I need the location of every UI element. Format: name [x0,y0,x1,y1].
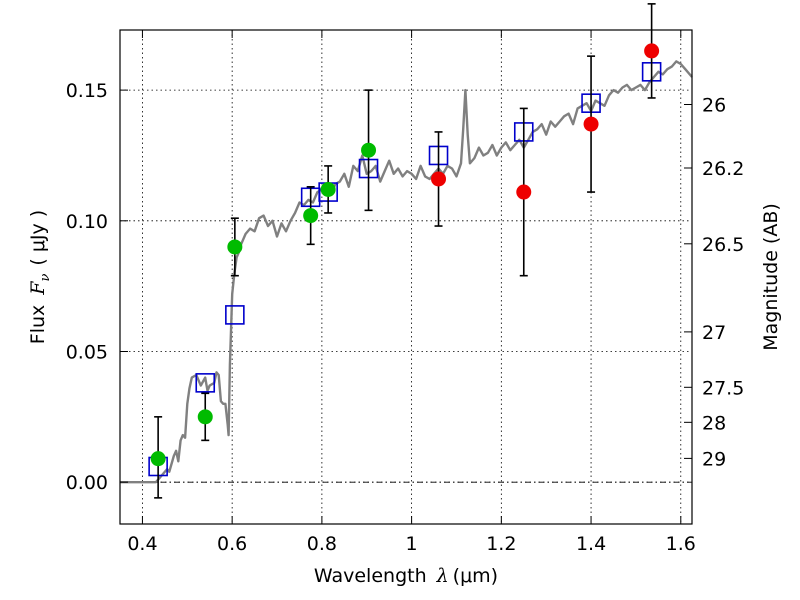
x-axis-title: Wavelength λ (μm) [314,565,498,587]
x-axis-title-unit: (μm) [453,565,498,587]
y2-tick-label: 29 [702,448,726,470]
observed-point [150,451,166,467]
model-spectrum-line [120,60,693,484]
y2-axis-title: Magnitude (AB) [760,203,782,351]
observed-point [431,171,447,187]
y-axis-title-sub: ν [38,274,53,282]
y2-tick-label: 26.2 [702,158,744,180]
observed-point [303,208,319,224]
x-tick-label: 0.8 [307,533,337,555]
x-tick-label: 0.4 [127,533,157,555]
model-spectrum-layer [120,60,693,484]
y-tick-label: 0.15 [66,80,108,102]
x-axis-title-text: Wavelength [314,565,427,587]
observed-point [361,142,377,158]
observed-point [320,181,336,197]
y-tick-label: 0.05 [66,341,108,363]
x-tick-label: 1 [406,533,418,555]
y-axis-title-unit: ( μJy ) [27,210,49,266]
observed-point [227,239,243,255]
x-tick-label: 1.6 [666,533,696,555]
x-axis-title-symbol: λ [436,565,449,587]
plot-frame [119,29,693,525]
y2-tick-label: 27 [702,322,726,344]
y-axis-title-text: Flux [27,305,49,345]
model-band-square [195,373,216,393]
tick-layer: 0.4 0.6 0.8 1 1.2 1.4 1.6 0.00 0.05 0.10 0.15 26 26.… [66,30,744,555]
observed-point [644,43,660,59]
y-tick-label: 0.10 [66,211,108,233]
observed-point [197,409,213,425]
y-axis-title-symbol: F [27,281,49,296]
y2-tick-label: 28 [702,412,726,434]
y-axis-title: Flux Fν ( μJy ) [27,210,53,344]
x-tick-label: 1.2 [486,533,516,555]
y2-tick-label: 27.5 [702,377,744,399]
observed-point [516,184,532,200]
observed-points-layer [150,3,660,499]
y2-tick-label: 26 [702,94,726,116]
x-tick-label: 1.4 [576,533,606,555]
observed-point [583,116,599,132]
y2-tick-label: 26.5 [702,234,744,256]
y-tick-label: 0.00 [66,472,108,494]
model-band-square [225,305,245,325]
x-tick-label: 0.6 [217,533,247,555]
